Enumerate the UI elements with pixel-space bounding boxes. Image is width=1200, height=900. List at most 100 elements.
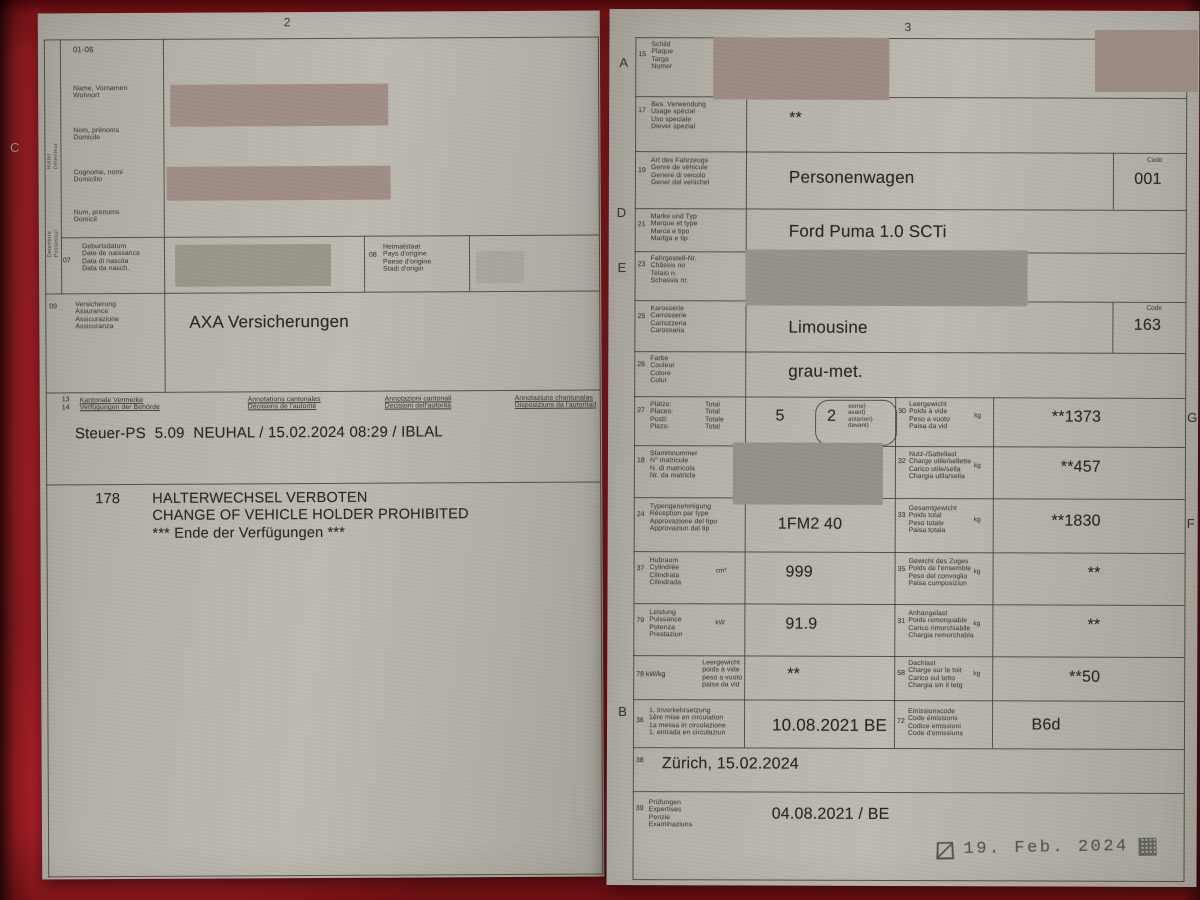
decree-code: 178 xyxy=(95,491,121,508)
holder-address-redaction xyxy=(166,165,391,201)
page-number-right: 3 xyxy=(904,20,912,35)
empty-weight-value: **1373 xyxy=(1051,408,1102,426)
power-labels: Leistung Puissance Potenza Prestaziun xyxy=(649,609,683,639)
seats-total-labels: Total Total Totale Total xyxy=(705,401,724,431)
body-value: Limousine xyxy=(788,317,868,337)
vehicle-kind-code: 001 xyxy=(1134,170,1162,188)
roof-load-value: **50 xyxy=(1069,668,1101,686)
payload-labels: Nutz-/Sattellast Charge utile/sellette C… xyxy=(908,451,972,481)
first-registration-field-number: 36 xyxy=(636,717,644,725)
seats-front-value: 2 xyxy=(827,407,837,425)
power-field-number: 79 xyxy=(636,617,645,625)
row-line xyxy=(634,396,1186,399)
margin-letter-b: B xyxy=(618,704,627,720)
origin-redaction xyxy=(475,250,525,284)
birthdate-cell-divider xyxy=(363,235,366,292)
total-weight-value: **1830 xyxy=(1051,512,1101,530)
special-use-field-number: 17 xyxy=(638,107,646,115)
special-use-value: ** xyxy=(789,109,803,127)
sidebar-holder-label-1: Halter Détenteur xyxy=(46,142,60,170)
cantonal-header-de: Kantonale Vermerke Verfügungen der Behör… xyxy=(79,396,160,412)
holder-block-bottom-line xyxy=(60,234,599,239)
row-line xyxy=(633,497,1185,500)
roof-load-unit: kg xyxy=(973,670,981,678)
table-border-left xyxy=(632,37,637,880)
tow-weight-labels: Anhängelast Poids remorquable Carico rim… xyxy=(908,610,974,640)
emission-code-value: B6d xyxy=(1031,716,1061,734)
stamp-monogram-icon xyxy=(1138,837,1157,856)
margin-letter-a: A xyxy=(619,55,629,71)
table-border-right xyxy=(597,36,604,875)
row-line xyxy=(632,791,1184,794)
insurance-labels: Versicherung Assurance Assicurazione Ass… xyxy=(75,301,119,331)
seats-total-value: 5 xyxy=(775,407,785,425)
total-weight-labels: Gesamtgewicht Poids total Peso totale Pa… xyxy=(908,505,957,535)
roof-load-field-number: 58 xyxy=(897,669,906,678)
power-weight-field-number: 78 kW/kg xyxy=(636,671,666,679)
birthdate-field-number: 07 xyxy=(63,257,71,265)
chassis-field-number: 23 xyxy=(637,261,646,269)
holder-label-it: Cognome, nomi Domicilio xyxy=(73,169,123,184)
tow-weight-field-number: 31 xyxy=(897,617,906,626)
birthdate-redaction xyxy=(174,243,332,287)
cantonal-field-numbers: 13 14 xyxy=(61,396,70,412)
chassis-redaction xyxy=(745,249,1028,307)
power-weight-value: ** xyxy=(787,665,801,683)
label-column-divider xyxy=(743,37,748,748)
emission-code-labels: Emissionscode Code émissions Codice emis… xyxy=(907,708,964,738)
seats-field-number: 27 xyxy=(637,407,645,415)
inspections-labels: Prüfungen Expertises Perizie Examinaziun… xyxy=(648,799,693,829)
corner-redaction xyxy=(1095,30,1198,92)
train-weight-unit: kg xyxy=(973,568,981,576)
insurance-value: AXA Versicherungen xyxy=(189,311,349,332)
table-border-right xyxy=(1183,38,1188,881)
origin-cell-divider xyxy=(468,235,471,292)
birthdate-row-bottom-line xyxy=(45,290,600,295)
displacement-field-number: 37 xyxy=(636,565,645,573)
row-line xyxy=(633,551,1185,554)
chassis-labels: Fahrgestell-Nr. Châssis no Telaio n. Sch… xyxy=(650,255,697,285)
plate-redaction xyxy=(713,37,890,100)
inspections-value: 04.08.2021 / BE xyxy=(771,805,890,823)
holder-label-fr: Nom, prénoms Domicile xyxy=(73,127,120,142)
document-page-left: 2 Halter Détenteur Detentore Possessur 0… xyxy=(37,10,605,880)
train-weight-field-number: 35 xyxy=(897,565,906,574)
date-stamp: 19. Feb. 2024 xyxy=(936,837,1157,860)
body-code: 163 xyxy=(1133,316,1162,334)
insurance-row-bottom-line xyxy=(45,389,600,394)
emission-code-field-number: 72 xyxy=(897,717,905,726)
document-page-right: 3 A D E B G F 15 S xyxy=(606,8,1200,888)
row-line xyxy=(634,208,1186,211)
train-weight-labels: Gewicht des Zuges Poids de l'ensemble Pe… xyxy=(908,558,972,588)
first-registration-value: 10.08.2021 BE xyxy=(771,715,888,735)
displacement-unit: cm³ xyxy=(715,567,727,575)
power-value: 91.9 xyxy=(785,615,818,633)
row-line xyxy=(633,699,1185,702)
page-number-left: 2 xyxy=(283,15,291,30)
payload-unit: kg xyxy=(973,462,981,470)
issue-value: Zürich, 15.02.2024 xyxy=(661,755,799,773)
color-field-number: 26 xyxy=(637,361,646,369)
row-line xyxy=(634,445,1186,448)
row-line xyxy=(635,151,1187,154)
mid-column-divider xyxy=(893,396,897,748)
row-line xyxy=(633,655,1185,658)
holder-name-redaction xyxy=(170,83,389,127)
inspections-field-number: 39 xyxy=(635,805,644,813)
stamp-mark-icon xyxy=(936,841,955,860)
vehicle-kind-field-number: 19 xyxy=(637,167,646,175)
cantonal-section-line xyxy=(46,481,601,486)
train-weight-value: ** xyxy=(1087,564,1101,582)
table-border-top xyxy=(43,36,598,41)
type-approval-field-number: 24 xyxy=(636,511,645,519)
row-line xyxy=(632,747,1184,750)
power-unit: kW xyxy=(715,619,725,627)
holder-label-rm: Num, prenums Domicil xyxy=(73,209,120,224)
vehicle-kind-labels: Art des Fahrzeugs Genre de véhicule Gene… xyxy=(650,157,710,187)
vehicle-kind-code-label: Code xyxy=(1146,156,1163,164)
holder-field-number: 01-06 xyxy=(72,45,94,55)
serial-field-number: 18 xyxy=(636,457,645,465)
row-line xyxy=(634,351,1186,354)
vehicle-kind-value: Personenwagen xyxy=(788,167,915,188)
